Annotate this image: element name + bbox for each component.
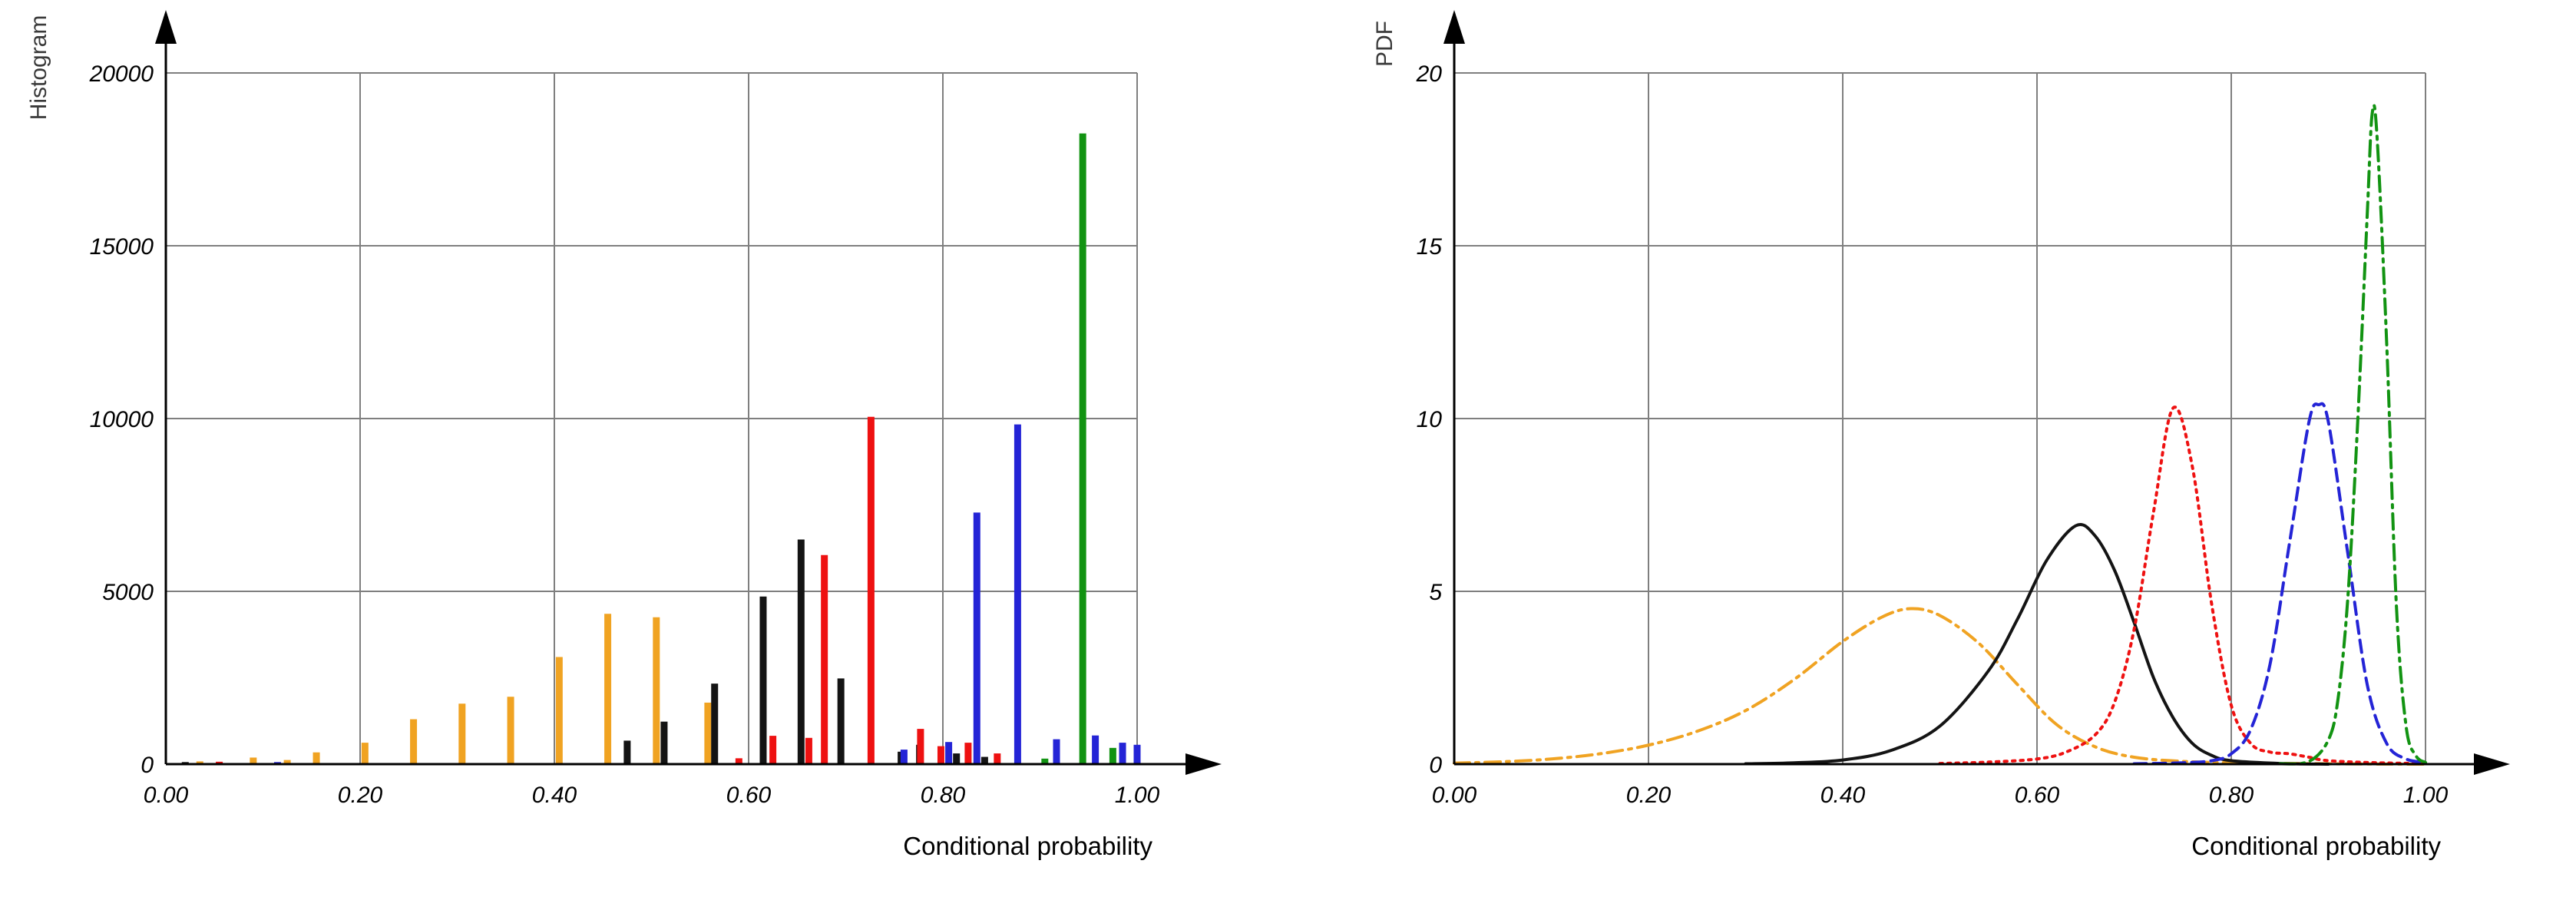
histogram-bar: [410, 719, 418, 764]
histogram-bar: [660, 721, 668, 764]
histogram-chart: 0.00 0.20 0.40 0.60 0.80 1.00 0 5000 10000 15000 2…: [26, 10, 1222, 860]
histogram-bar: [953, 753, 961, 764]
x-axis-title: Conditional probability: [2191, 832, 2441, 860]
y-tick-label: 10: [1417, 407, 1443, 432]
x-tick-label: 1.00: [1115, 783, 1160, 808]
histogram-bar: [735, 758, 742, 764]
y-tick-label: 15000: [90, 234, 154, 260]
x-tick-label: 0.20: [338, 783, 383, 808]
histogram-bar: [704, 702, 712, 764]
histogram-bar: [994, 753, 1001, 764]
histogram-bar: [312, 752, 320, 764]
histogram-bar: [1133, 744, 1141, 764]
histogram-bar: [1079, 133, 1086, 764]
histogram-bar: [1053, 739, 1060, 764]
histogram-bar: [759, 596, 767, 764]
histogram-bar: [937, 746, 944, 764]
histogram-bar: [1109, 747, 1116, 764]
histogram-bar: [837, 678, 845, 764]
pdf-chart: 0.00 0.20 0.40 0.60 0.80 1.00 0 5 10 15 20 Conditio…: [1288, 0, 2576, 897]
pdf-curve-green: [2278, 103, 2427, 766]
y-tick-label: 20000: [89, 61, 154, 87]
histogram-bar: [283, 760, 291, 764]
y-axis-arrow: [1443, 10, 1465, 44]
histogram-bar: [604, 614, 612, 764]
histogram-bar: [1092, 735, 1100, 764]
y-tick-label: 20: [1416, 61, 1443, 87]
bars-orange: [196, 614, 712, 764]
x-tick-label: 0.40: [1820, 783, 1866, 808]
x-tick-label: 0.80: [2209, 783, 2254, 808]
x-axis-arrow: [2474, 753, 2510, 775]
histogram-bar: [653, 617, 660, 764]
histogram-bar: [1041, 758, 1049, 764]
histogram-bar: [458, 703, 466, 764]
axes: [1453, 44, 2475, 766]
histogram-bar: [973, 512, 980, 764]
histogram-bar: [1119, 743, 1126, 764]
x-tick-label: 0.60: [726, 783, 772, 808]
histogram-bar: [980, 756, 988, 764]
y-axis-title: PDF: [1372, 21, 1397, 67]
pdf-curve-orange: [1453, 607, 2427, 766]
histogram-bar: [964, 743, 972, 764]
tick-labels: 0.00 0.20 0.40 0.60 0.80 1.00 0 5000 10000 15000 2…: [89, 61, 1160, 808]
x-tick-label: 0.60: [2015, 783, 2060, 808]
y-axis-arrow: [155, 10, 177, 44]
bars-green: [1041, 133, 1116, 764]
histogram-bar: [797, 539, 805, 764]
x-axis-title: Conditional probability: [903, 832, 1152, 860]
pdf-curve-red: [1938, 405, 2427, 766]
x-tick-label: 0.00: [1432, 783, 1477, 808]
pdf-curve-blue: [2132, 402, 2427, 766]
histogram-bar: [196, 761, 203, 764]
grid: [166, 72, 1138, 764]
tick-labels: 0.00 0.20 0.40 0.60 0.80 1.00 0 5 10 15 20: [1416, 61, 2449, 808]
y-tick-label: 10000: [90, 407, 154, 432]
x-axis-arrow: [1185, 753, 1222, 775]
histogram-bar: [555, 657, 563, 764]
y-tick-label: 0: [141, 753, 154, 778]
bars-red: [216, 416, 1001, 764]
x-tick-label: 0.80: [921, 783, 966, 808]
histogram-bar: [623, 740, 631, 764]
x-tick-label: 0.00: [144, 783, 189, 808]
axes: [164, 44, 1187, 766]
histogram-bar: [216, 761, 223, 764]
histogram-canvas: 0.00 0.20 0.40 0.60 0.80 1.00 0 5000 10000 15000 2…: [26, 10, 1222, 860]
histogram-bar: [1014, 424, 1021, 764]
bars-black: [181, 539, 988, 764]
histogram-bar: [821, 554, 828, 764]
histogram-bar: [917, 729, 924, 764]
histogram-bar: [900, 750, 908, 764]
grid: [1454, 72, 2426, 764]
x-tick-label: 0.40: [532, 783, 577, 808]
histogram-bar: [769, 736, 777, 764]
y-tick-label: 5000: [102, 580, 154, 605]
pdf-curve-black: [1744, 523, 2330, 766]
histogram-bar: [507, 697, 514, 764]
histogram-bar: [361, 743, 369, 764]
histogram-bar: [945, 742, 953, 764]
x-tick-label: 1.00: [2403, 783, 2449, 808]
y-tick-label: 0: [1429, 753, 1442, 778]
histogram-bar: [805, 737, 812, 764]
histogram-bar: [250, 757, 257, 764]
x-tick-label: 0.20: [1626, 783, 1672, 808]
histogram-bar: [711, 684, 719, 764]
y-tick-label: 5: [1429, 580, 1442, 605]
y-tick-label: 15: [1417, 234, 1443, 260]
pdf-canvas: 0.00 0.20 0.40 0.60 0.80 1.00 0 5 10 15 20 Conditio…: [1372, 10, 2510, 860]
histogram-bar: [867, 416, 875, 764]
y-axis-title: Histogram: [26, 15, 51, 121]
